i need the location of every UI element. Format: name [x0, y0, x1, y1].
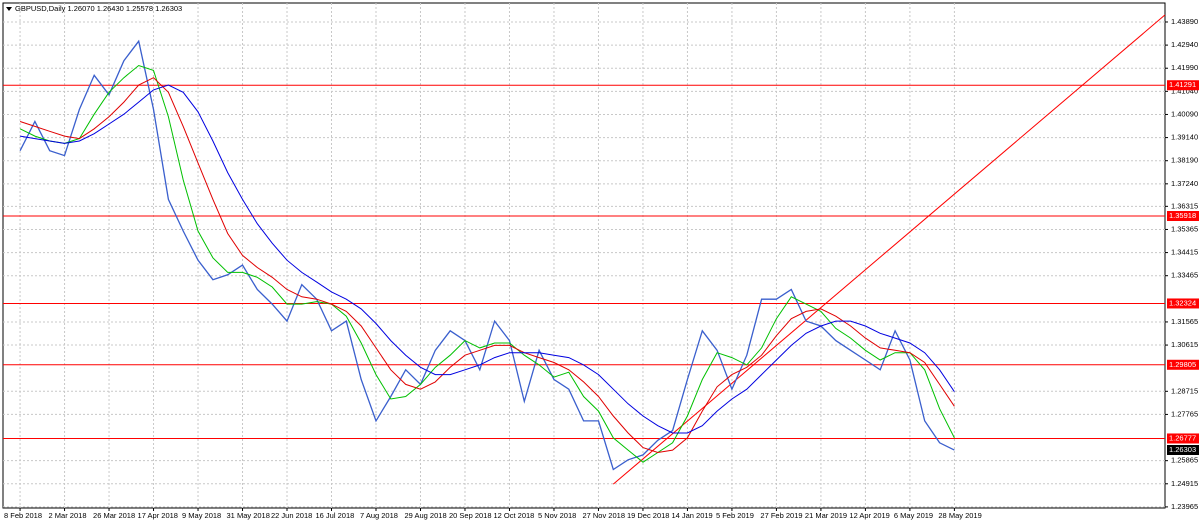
y-tick-label: 1.41040 — [1171, 86, 1198, 95]
x-tick-label: 5 Feb 2019 — [716, 511, 754, 520]
y-tick-label: 1.43890 — [1171, 17, 1198, 26]
y-tick-label: 1.41990 — [1171, 63, 1198, 72]
y-tick-label: 1.38190 — [1171, 156, 1198, 165]
chart-title: GBPUSD,Daily 1.26070 1.26430 1.25578 1.2… — [15, 4, 182, 13]
x-tick-label: 8 Feb 2018 — [4, 511, 42, 520]
x-tick-label: 21 Mar 2019 — [805, 511, 847, 520]
y-tick-label: 1.35365 — [1171, 224, 1198, 233]
y-tick-label: 1.24915 — [1171, 479, 1198, 488]
moving-average — [19, 77, 955, 454]
price-label-box — [1167, 445, 1199, 456]
x-tick-label: 2 Mar 2018 — [49, 511, 87, 520]
x-tick-label: 29 Aug 2018 — [404, 511, 446, 520]
y-tick-label: 1.27765 — [1171, 409, 1198, 418]
y-tick-label: 1.37240 — [1171, 179, 1198, 188]
y-tick-label: 1.36315 — [1171, 201, 1198, 210]
y-tick-label: 1.28715 — [1171, 386, 1198, 395]
y-tick-label: 1.33465 — [1171, 271, 1198, 280]
moving-average — [20, 84, 955, 434]
price-label: 1.26303 — [1169, 445, 1196, 454]
x-tick-label: 12 Apr 2019 — [849, 511, 889, 520]
y-tick-label: 1.42940 — [1171, 40, 1198, 49]
level-label-box — [1167, 298, 1199, 309]
x-tick-label: 12 Oct 2018 — [493, 511, 534, 520]
x-tick-label: 6 May 2019 — [894, 511, 933, 520]
x-tick-label: 7 Aug 2018 — [360, 511, 398, 520]
level-label: 1.32324 — [1169, 298, 1196, 307]
y-tick-label: 1.30615 — [1171, 340, 1198, 349]
x-tick-label: 9 May 2018 — [182, 511, 221, 520]
y-tick-label: 1.23965 — [1171, 502, 1198, 511]
x-tick-label: 26 Mar 2018 — [93, 511, 135, 520]
level-label: 1.35918 — [1169, 211, 1196, 220]
x-tick-label: 17 Apr 2018 — [138, 511, 178, 520]
moving-average — [19, 64, 955, 463]
level-label-box — [1167, 211, 1199, 222]
y-tick-label: 1.40090 — [1171, 109, 1198, 118]
x-tick-label: 16 Jul 2018 — [316, 511, 355, 520]
x-tick-label: 22 Jun 2018 — [271, 511, 312, 520]
level-label: 1.26777 — [1169, 433, 1196, 442]
level-label: 1.29805 — [1169, 360, 1196, 369]
level-label-box — [1167, 433, 1199, 444]
x-tick-label: 28 May 2019 — [938, 511, 981, 520]
x-tick-label: 27 Feb 2019 — [760, 511, 802, 520]
y-tick-label: 1.39140 — [1171, 133, 1198, 142]
x-tick-label: 19 Dec 2018 — [627, 511, 670, 520]
x-tick-label: 14 Jan 2019 — [671, 511, 712, 520]
x-tick-label: 31 May 2018 — [227, 511, 270, 520]
level-label: 1.41291 — [1169, 80, 1196, 89]
y-tick-label: 1.31565 — [1171, 317, 1198, 326]
y-tick-label: 1.25865 — [1171, 456, 1198, 465]
level-label-box — [1167, 359, 1199, 370]
x-tick-label: 5 Nov 2018 — [538, 511, 576, 520]
x-tick-label: 20 Sep 2018 — [449, 511, 492, 520]
x-tick-label: 27 Nov 2018 — [582, 511, 625, 520]
menu-arrow — [6, 7, 12, 11]
y-tick-label: 1.34415 — [1171, 248, 1198, 257]
plot-frame — [2, 2, 1166, 509]
level-label-box — [1167, 80, 1199, 91]
